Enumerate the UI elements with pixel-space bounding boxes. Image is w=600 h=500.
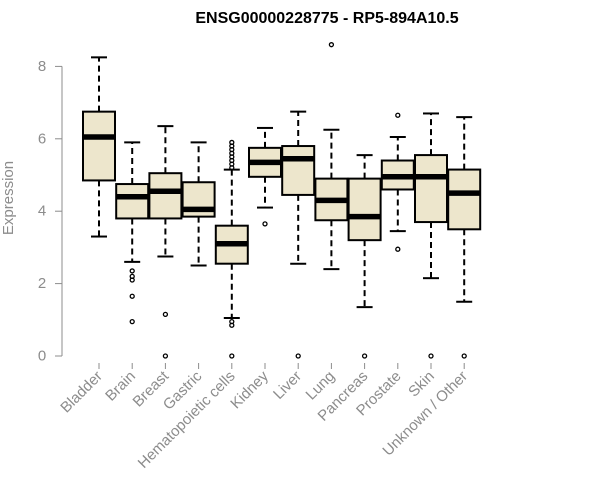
box-pancreas: [347, 154, 382, 359]
outlier-point: [229, 353, 235, 359]
box-iqr: [414, 154, 448, 224]
box-bladder: [82, 56, 116, 238]
outlier-point: [129, 293, 135, 299]
box-iqr: [115, 183, 150, 220]
outlier-point: [328, 42, 335, 48]
box-kidney: [248, 126, 282, 227]
category-label: Kidney: [227, 367, 272, 412]
y-tick-label: 6: [38, 130, 46, 147]
y-tick-label: 8: [38, 58, 46, 75]
outlier-point: [129, 318, 135, 325]
y-axis-label: Expression: [0, 161, 17, 235]
chart-title: ENSG00000228775 - RP5-894A10.5: [195, 10, 458, 27]
y-tick-label: 2: [38, 275, 46, 292]
box-unknown-other: [447, 116, 482, 359]
outlier-point: [129, 277, 135, 283]
box-brain: [115, 141, 150, 325]
box-iqr: [148, 172, 183, 220]
box-prostate: [380, 112, 415, 252]
box-group: [82, 42, 482, 359]
outlier-point: [162, 311, 169, 318]
box-iqr: [447, 168, 482, 231]
y-axis: 0 2 4 6 8: [38, 58, 63, 365]
outlier-point: [295, 353, 301, 359]
category-label: Bladder: [57, 368, 106, 417]
box-lung: [314, 42, 349, 271]
outlier-point: [461, 353, 467, 359]
outlier-point: [229, 165, 235, 171]
y-tick-label: 0: [38, 348, 46, 365]
category-label: Liver: [270, 368, 305, 403]
box-iqr: [281, 145, 316, 196]
outlier-point: [361, 353, 368, 359]
box-hematopoietic-cells: [214, 139, 249, 359]
outlier-point: [428, 353, 434, 359]
box-iqr: [82, 110, 116, 182]
outlier-point: [395, 112, 401, 118]
box-gastric: [181, 141, 216, 267]
outlier-point: [229, 322, 235, 328]
outlier-point: [129, 268, 135, 274]
outlier-point: [162, 353, 169, 359]
box-breast: [148, 125, 183, 359]
outlier-point: [262, 221, 268, 227]
box-skin: [414, 112, 448, 359]
y-tick-label: 4: [38, 203, 46, 220]
box-iqr: [347, 177, 382, 242]
box-liver: [281, 110, 316, 359]
outlier-point: [395, 246, 401, 252]
